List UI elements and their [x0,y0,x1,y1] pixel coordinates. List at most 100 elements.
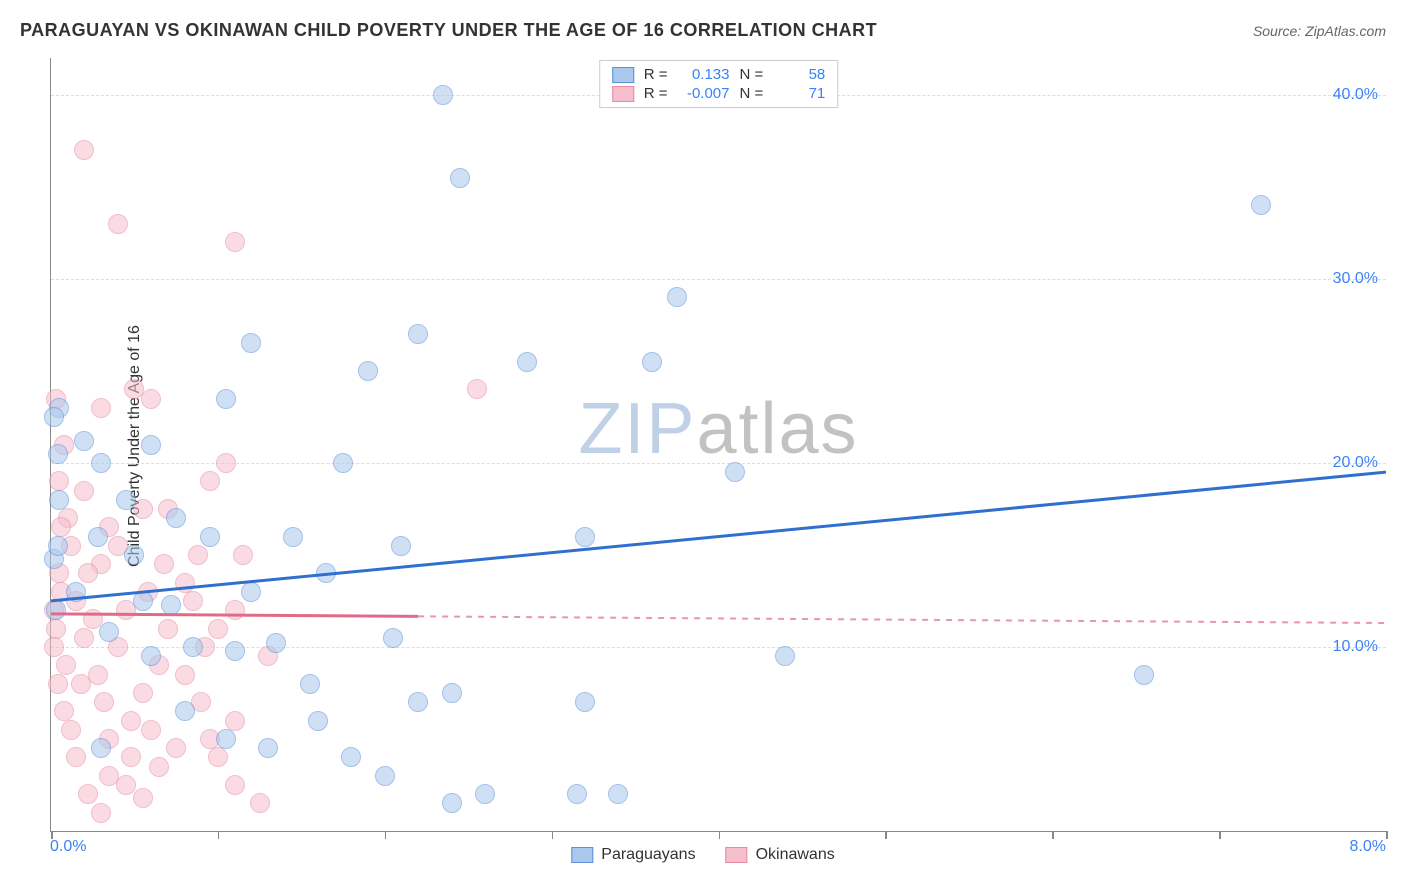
swatch-series-2 [612,86,634,102]
scatter-marker [88,665,108,685]
legend-item-2: Okinawans [726,846,835,864]
scatter-marker [78,784,98,804]
legend-r-value-2: -0.007 [678,85,730,102]
scatter-marker [56,655,76,675]
scatter-marker [575,692,595,712]
scatter-marker [341,747,361,767]
scatter-marker [188,545,208,565]
scatter-marker [51,517,71,537]
scatter-marker [78,563,98,583]
legend-n-value-2: 71 [773,85,825,102]
scatter-marker [44,407,64,427]
scatter-marker [141,646,161,666]
scatter-marker [233,545,253,565]
scatter-marker [54,701,74,721]
scatter-marker [121,711,141,731]
legend-stats-row-1: R = 0.133 N = 58 [612,65,826,84]
scatter-marker [166,508,186,528]
scatter-marker [46,619,66,639]
scatter-marker [74,140,94,160]
scatter-marker [250,793,270,813]
scatter-marker [316,563,336,583]
scatter-marker [642,352,662,372]
legend-series: Paraguayans Okinawans [571,846,834,864]
legend-label-1: Paraguayans [601,846,695,864]
scatter-marker [94,692,114,712]
scatter-marker [517,352,537,372]
scatter-marker [175,573,195,593]
legend-n-label-2: N = [740,85,764,102]
scatter-marker [175,701,195,721]
scatter-marker [258,738,278,758]
scatter-marker [49,471,69,491]
scatter-marker [161,595,181,615]
scatter-marker [154,554,174,574]
scatter-marker [475,784,495,804]
scatter-marker [121,747,141,767]
scatter-marker [208,619,228,639]
scatter-marker [283,527,303,547]
scatter-marker [66,582,86,602]
scatter-marker [141,720,161,740]
scatter-marker [91,453,111,473]
scatter-marker [775,646,795,666]
scatter-marker [108,214,128,234]
scatter-marker [575,527,595,547]
scatter-marker [450,168,470,188]
scatter-marker [99,766,119,786]
scatter-marker [225,775,245,795]
scatter-marker [225,600,245,620]
scatter-marker [300,674,320,694]
scatter-marker [74,628,94,648]
scatter-marker [200,471,220,491]
scatter-marker [133,788,153,808]
plot-area: ZIPatlas R = 0.133 N = 58 R = -0.007 N =… [50,58,1386,832]
legend-r-label-2: R = [644,85,668,102]
scatter-marker [141,389,161,409]
scatter-marker [216,389,236,409]
scatter-marker [166,738,186,758]
scatter-marker [225,232,245,252]
x-max-label: 8.0% [1350,838,1386,856]
scatter-marker [1134,665,1154,685]
scatter-marker [725,462,745,482]
legend-n-value-1: 58 [773,66,825,83]
scatter-marker [133,591,153,611]
legend-label-2: Okinawans [756,846,835,864]
scatter-marker [183,637,203,657]
legend-r-value-1: 0.133 [678,66,730,83]
legend-swatch-2 [726,847,748,863]
chart-container: PARAGUAYAN VS OKINAWAN CHILD POVERTY UND… [0,0,1406,892]
scatter-marker [91,803,111,823]
scatter-marker [442,793,462,813]
scatter-marker [48,444,68,464]
chart-title: PARAGUAYAN VS OKINAWAN CHILD POVERTY UND… [20,20,877,41]
scatter-marker [266,633,286,653]
scatter-marker [241,582,261,602]
scatter-marker [91,738,111,758]
swatch-series-1 [612,67,634,83]
scatter-marker [175,665,195,685]
legend-r-label-1: R = [644,66,668,83]
scatter-marker [141,435,161,455]
scatter-marker [200,527,220,547]
scatter-marker [88,527,108,547]
chart-source: Source: ZipAtlas.com [1253,23,1386,39]
scatter-marker [48,536,68,556]
x-tick [1386,831,1388,839]
legend-item-1: Paraguayans [571,846,695,864]
scatter-marker [467,379,487,399]
scatter-marker [91,398,111,418]
scatter-marker [149,757,169,777]
scatter-marker [608,784,628,804]
scatter-marker [433,85,453,105]
scatter-marker [391,536,411,556]
scatter-marker [308,711,328,731]
scatter-marker [99,622,119,642]
scatter-marker [208,747,228,767]
scatter-marker [216,453,236,473]
markers-layer [51,58,1386,831]
scatter-marker [408,324,428,344]
legend-swatch-1 [571,847,593,863]
scatter-marker [48,674,68,694]
